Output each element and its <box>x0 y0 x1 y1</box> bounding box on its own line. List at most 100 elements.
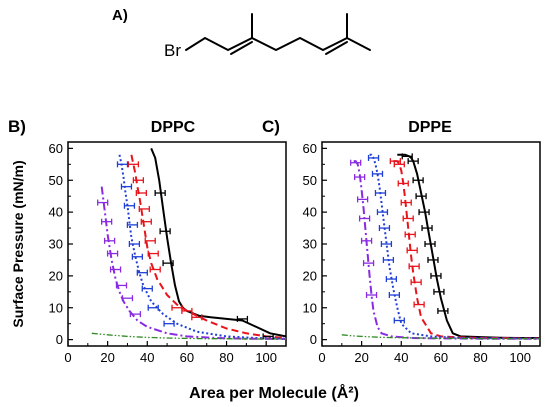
dppc-errorbar-blue <box>116 161 129 168</box>
bromine-atom-label: Br <box>164 41 181 60</box>
dppc-errorbar-blue <box>141 285 153 292</box>
dppc-y-tick-label: 30 <box>49 237 63 252</box>
dppe-errorbar-blue <box>382 256 395 263</box>
dppc-chart-title: DPPC <box>151 119 196 136</box>
dppe-x-tick-label: 20 <box>354 350 368 365</box>
dppe-errorbar-blue <box>376 209 389 216</box>
dppc-y-tick-label: 0 <box>56 332 63 347</box>
dppc-errorbar-purple <box>100 218 113 225</box>
structure-panel: A) Br <box>112 7 371 60</box>
dppc-errorbar-black <box>154 190 166 196</box>
dppc-errorbar-blue <box>163 320 175 327</box>
dppe-x-tick-label: 40 <box>394 350 408 365</box>
dppc-errorbar-red <box>140 218 152 225</box>
dppe-y-tick-label: 0 <box>310 332 317 347</box>
dppc-errorbar-purple <box>97 199 109 206</box>
dppc-errorbar-blue <box>120 183 133 190</box>
dppc-series-blue-line <box>118 154 286 340</box>
dppe-errorbar-blue <box>371 170 384 177</box>
dppe-chart: C) DPPE 0 20 40 60 80 100 0 10 20 30 40 50 60 <box>262 117 541 365</box>
dppe-errorbar-red <box>413 301 425 308</box>
dppc-errorbar-blue <box>123 202 136 209</box>
dppc-errorbar-purple <box>129 311 142 318</box>
dppe-errorbar-black <box>427 256 439 263</box>
dppc-errorbar-purple <box>103 237 116 244</box>
dppc-x-tick-label: 0 <box>64 350 71 365</box>
dppc-errorbar-black <box>236 315 249 322</box>
dppe-y-tick-label: 20 <box>303 268 317 283</box>
y-axis-label: Surface Pressure (mN/m) <box>10 160 26 327</box>
dppe-errorbar-black <box>433 288 445 295</box>
dppe-errorbar-blue <box>385 276 398 283</box>
dppe-errorbar-purple <box>362 260 375 267</box>
dppc-errorbar-purple <box>121 295 134 302</box>
x-axis-label: Area per Molecule (Å²) <box>189 383 359 402</box>
panel-a-label: A) <box>112 7 128 24</box>
dppc-errorbar-red <box>138 205 150 212</box>
dppe-errorbar-blue <box>388 292 400 298</box>
dppc-chart: B) DPPC 0 20 40 60 80 100 0 10 20 30 40 50 60 <box>8 117 287 365</box>
dppc-x-tick-label: 40 <box>140 350 154 365</box>
dppc-errorbar-blue <box>128 241 141 247</box>
dppe-errorbar-red <box>406 247 418 254</box>
dppc-errorbar-blue <box>147 304 159 311</box>
dppe-errorbar-black <box>421 225 433 232</box>
dppe-y-tick-label: 50 <box>303 173 317 188</box>
dppe-x-tick-label: 60 <box>434 350 448 365</box>
dppc-y-tick-label: 40 <box>49 205 63 220</box>
dppc-errorbar-red <box>149 266 161 273</box>
panel-b-label: B) <box>8 117 26 136</box>
dppc-series-green-line <box>91 332 286 340</box>
dppe-errorbar-black <box>437 307 449 314</box>
dppe-errorbar-black <box>412 177 424 184</box>
dppc-errorbar-black <box>162 260 174 267</box>
dppe-plot-area: 0 20 40 60 80 100 0 10 20 30 40 50 60 <box>303 141 541 365</box>
dppe-x-tick-label: 100 <box>509 350 531 365</box>
dppe-errorbar-purple <box>358 215 371 222</box>
dppe-errorbar-blue <box>367 154 380 161</box>
dppc-x-tick-label: 60 <box>180 350 194 365</box>
dppc-errorbar-blue <box>131 253 144 260</box>
dppe-errorbar-red <box>404 231 416 238</box>
dppc-y-tick-label: 20 <box>49 268 63 283</box>
dppc-errorbar-red <box>181 307 193 314</box>
dppe-errorbar-black <box>415 193 427 200</box>
dppe-y-tick-label: 40 <box>303 205 317 220</box>
dppc-errorbar-purple <box>115 282 128 289</box>
dppc-errorbar-red <box>147 250 159 257</box>
dppe-series-blue-line <box>369 153 540 340</box>
dppe-errorbar-red <box>389 158 401 165</box>
dppe-errorbar-red <box>410 279 422 286</box>
dppc-errorbar-red <box>144 237 156 244</box>
dppe-errorbar-purple <box>354 174 366 181</box>
dppe-errorbar-blue <box>374 190 387 196</box>
dppc-x-tick-label: 80 <box>219 350 233 365</box>
dppe-errorbar-purple <box>365 292 378 298</box>
dppc-x-tick-label: 100 <box>255 350 277 365</box>
dppc-errorbar-red <box>127 161 140 168</box>
dppe-errorbar-red <box>393 161 405 168</box>
dppc-y-tick-label: 60 <box>49 141 63 156</box>
dppe-errorbar-blue <box>378 225 391 232</box>
dppc-errorbar-black <box>159 228 171 235</box>
dppe-errorbar-red <box>400 199 412 206</box>
dppc-series-group <box>91 148 286 340</box>
dppc-series-purple-line <box>100 186 286 340</box>
dppe-errorbar-purple <box>350 159 362 166</box>
panel-c-label: C) <box>262 117 280 136</box>
dppc-errorbar-blue <box>136 269 148 276</box>
dppc-errorbar-purple <box>109 266 122 273</box>
dppe-series-purple-line <box>353 160 540 340</box>
dppe-errorbar-red <box>397 180 409 187</box>
carbon-skeleton <box>185 13 371 55</box>
dppc-y-tick-label: 50 <box>49 173 63 188</box>
dppc-errorbar-purple <box>106 250 119 257</box>
dppe-errorbar-black <box>407 158 419 165</box>
dppe-errorbar-purple <box>356 196 369 203</box>
dppc-series-red-line <box>130 154 286 339</box>
dppe-errorbar-blue <box>380 241 393 247</box>
dppe-y-tick-label: 10 <box>303 300 317 315</box>
dppe-x-tick-label: 0 <box>318 350 325 365</box>
dppe-errorbar-black <box>430 272 442 279</box>
